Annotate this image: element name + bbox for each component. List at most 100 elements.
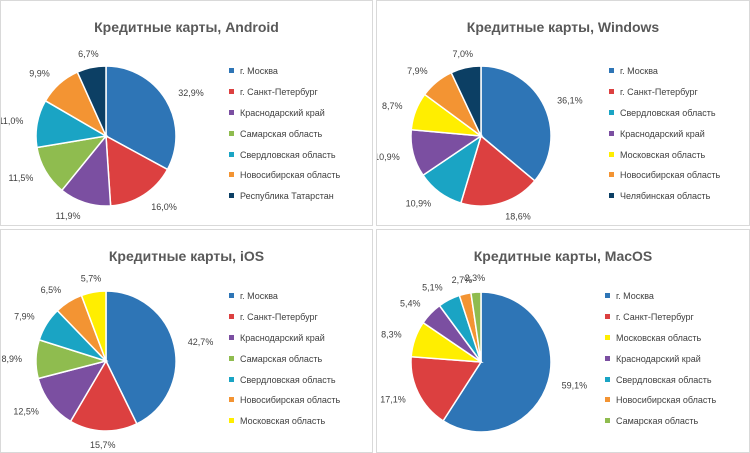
legend-label: г. Санкт-Петербург (240, 311, 318, 322)
legend-swatch (609, 88, 614, 94)
legend-label: Московская область (616, 332, 702, 343)
pie-slice (450, 65, 482, 137)
legend-swatch (609, 151, 614, 157)
pie-chart: 59,1% 17,1% 8,3% 5,4%5,1% 2,7%2,3% (380, 273, 588, 433)
legend-swatch (605, 334, 610, 340)
legend-label: г. Москва (616, 291, 654, 301)
slice-label: 7,0% (452, 49, 473, 59)
legend-item: Новосибирская область (609, 169, 720, 190)
chart-legend: г. Москва г. Санкт-Петербург Свердловская … (609, 65, 720, 211)
legend-label: Московская область (240, 416, 326, 427)
legend-item: Свердловская область (605, 374, 716, 395)
slice-label: 5,7% (81, 273, 102, 283)
legend-label: Самарская область (616, 416, 699, 427)
legend-label: Республика Татарстан (240, 191, 334, 202)
slice-label: 11,0% (1, 116, 23, 126)
legend-item: Новосибирская область (229, 394, 340, 415)
slice-label: 11,5% (9, 173, 34, 183)
legend-swatch (229, 193, 234, 199)
legend-label: Краснодарский край (240, 107, 325, 118)
legend-item: г. Санкт-Петербург (229, 311, 340, 332)
legend-label: г. Санкт-Петербург (620, 86, 698, 97)
legend-item: г. Санкт-Петербург (609, 86, 720, 107)
slice-label: 7,9% (14, 312, 35, 322)
pie-slice (105, 290, 177, 425)
slice-label: 17,1% (380, 394, 406, 404)
legend-item: Московская область (609, 149, 720, 170)
legend-label: г. Санкт-Петербург (616, 311, 694, 322)
chart-title: Кредитные карты, iOS (108, 248, 265, 264)
slice-label: 42,7% (188, 337, 214, 347)
legend-item: г. Москва (229, 65, 340, 86)
slice-label: 8,7% (382, 101, 403, 111)
legend-label: Новосибирская область (616, 395, 717, 406)
legend-label: г. Москва (620, 66, 658, 76)
legend-item: г. Москва (609, 65, 720, 86)
legend-item: Свердловская область (229, 374, 340, 395)
slice-label: 9,9% (29, 69, 50, 79)
legend-swatch (229, 151, 234, 157)
legend-item: г. Москва (605, 290, 716, 311)
chart-title: Кредитные карты, Windows (466, 19, 660, 35)
pie-slice (105, 65, 177, 171)
slice-label: 15,7% (90, 440, 116, 450)
legend-swatch (605, 355, 610, 361)
slice-label: 5,4% (400, 299, 421, 309)
legend-item: Самарская область (229, 353, 340, 374)
legend-item: Челябинская область (609, 190, 720, 211)
slice-label: 7,9% (407, 66, 428, 76)
legend-swatch (609, 109, 614, 115)
legend-swatch (609, 68, 614, 73)
slice-label: 59,1% (562, 381, 588, 391)
legend-label: Самарская область (240, 353, 323, 364)
legend-swatch (229, 397, 234, 403)
chart-title: Кредитные карты, MacOS (473, 248, 653, 264)
chart-panel-macos: Кредитные карты, MacOS 59,1% 17,1% 8,3% 5,4… (376, 229, 750, 453)
legend-swatch (609, 130, 614, 136)
pie-slice (410, 355, 483, 422)
legend-label: Свердловская область (620, 107, 716, 118)
legend-item: Новосибирская область (605, 394, 716, 415)
legend-label: Краснодарский край (616, 353, 701, 364)
legend-label: г. Москва (240, 66, 278, 76)
slice-label: 8,9% (1, 354, 22, 364)
legend-label: г. Москва (240, 291, 278, 301)
legend-swatch (229, 172, 234, 178)
legend-item: Краснодарский край (229, 332, 340, 353)
pie-slice (69, 359, 138, 432)
legend-label: г. Санкт-Петербург (240, 86, 318, 97)
chart-legend: г. Москва г. Санкт-Петербург Московская об… (605, 290, 716, 436)
chart-panel-android: Кредитные карты, Android 32,9% 16,0% 11,9%… (0, 0, 373, 226)
legend-item: Краснодарский край (609, 128, 720, 149)
legend-swatch (229, 130, 234, 136)
legend-label: Самарская область (240, 128, 323, 139)
legend-item: Краснодарский край (605, 353, 716, 374)
legend-label: Свердловская область (240, 374, 336, 385)
legend-swatch (609, 172, 614, 178)
slice-label: 6,5% (41, 285, 62, 295)
legend-item: Свердловская область (609, 107, 720, 128)
slice-label: 11,9% (56, 211, 81, 221)
legend-label: Челябинская область (620, 191, 711, 202)
legend-swatch (229, 293, 234, 298)
slice-label: 2,3% (465, 273, 486, 283)
pie-chart: 42,7% 15,7% 12,5% 8,9% 7,9% 6,5% 5,7% (1, 273, 214, 450)
pie-slice (459, 134, 536, 207)
legend-item: Самарская область (229, 128, 340, 149)
slice-label: 36,1% (557, 95, 583, 105)
legend-label: Новосибирская область (240, 170, 341, 181)
chart-legend: г. Москва г. Санкт-Петербург Краснодарский… (229, 65, 340, 211)
legend-label: Краснодарский край (240, 332, 325, 343)
chart-panel-ios: Кредитные карты, iOS 42,7% 15,7% 12,5% 8,9%… (0, 229, 373, 453)
slice-label: 10,9% (406, 199, 432, 209)
legend-swatch (229, 68, 234, 73)
pie-slice (480, 65, 552, 182)
pie-slice (80, 290, 107, 362)
legend-label: Краснодарский край (620, 128, 705, 139)
legend-label: Новосибирская область (620, 170, 721, 181)
legend-label: Новосибирская область (240, 395, 341, 406)
chart-legend: г. Москва г. Санкт-Петербург Краснодарский… (229, 290, 340, 436)
pie-slice (105, 134, 169, 207)
pie-chart: 32,9% 16,0% 11,9% 11,5% 11,0% 9,9% 6,7% (1, 49, 204, 221)
legend-swatch (605, 293, 610, 298)
